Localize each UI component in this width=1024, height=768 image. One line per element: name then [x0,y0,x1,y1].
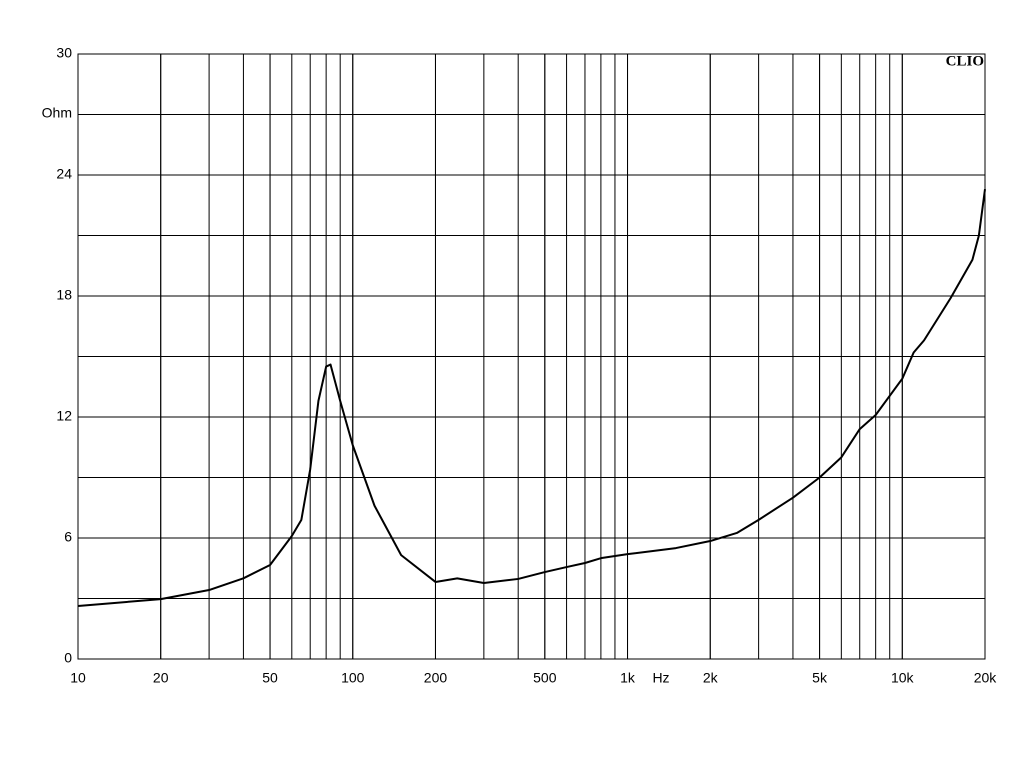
x-tick-label: 5k [812,670,828,686]
y-tick-label: 12 [56,408,72,424]
x-tick-label: 50 [262,670,278,686]
x-tick-label: 20 [153,670,169,686]
y-tick-label: 6 [64,529,72,545]
x-tick-label: 500 [533,670,557,686]
y-axis-label: Ohm [42,105,72,121]
x-tick-label: 20k [974,670,998,686]
brand: CLIO [946,53,984,69]
y-tick-label: 24 [56,166,72,182]
x-tick-label: 10 [70,670,86,686]
x-tick-label: 2k [703,670,719,686]
x-tick-label: 10k [891,670,915,686]
x-axis-label: Hz [652,670,669,686]
x-tick-label: 1k [620,670,636,686]
y-tick-label: 18 [56,287,72,303]
y-tick-label: 30 [56,45,72,61]
x-tick-label: 100 [341,670,365,686]
y-tick-label: 0 [64,650,72,666]
x-tick-label: 200 [424,670,448,686]
impedance-curve [77,188,986,607]
